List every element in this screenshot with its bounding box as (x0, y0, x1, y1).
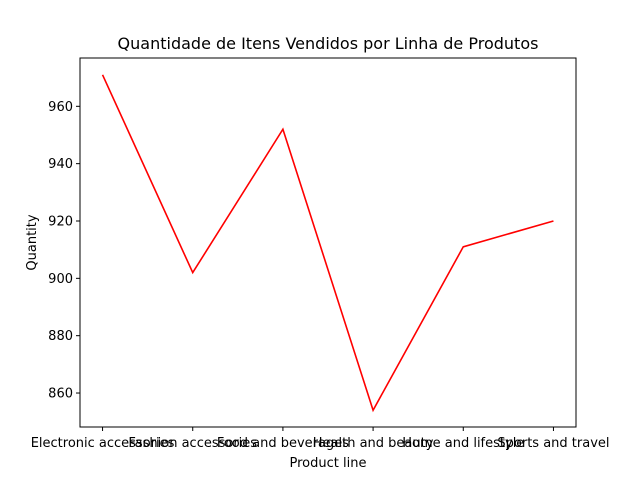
y-tick-label: 940 (48, 157, 73, 172)
series-layer (101, 74, 554, 413)
x-tick-label: Sports and travel (497, 436, 609, 451)
y-tick-label: 960 (48, 100, 73, 115)
plot-frame (79, 57, 577, 428)
y-tick-label: 920 (48, 214, 73, 229)
x-tick-label: Electronic accessories (31, 436, 175, 451)
x-tick-label: Health and beauty (313, 436, 434, 451)
x-tick-label: Fashion accessories (128, 436, 257, 451)
y-axis-ticks: 860 880 900 920 940 960 (48, 100, 80, 402)
x-tick-label: Home and lifestyle (402, 436, 524, 451)
series-line (101, 74, 554, 413)
y-tick-label: 900 (48, 272, 73, 287)
chart-title: Quantidade de Itens Vendidos por Linha d… (118, 34, 539, 53)
x-tick-label: Food and beverages (217, 436, 349, 451)
y-tick-label: 860 (48, 387, 73, 402)
y-axis-label: Quantity (25, 214, 40, 270)
y-tick-label: 880 (48, 329, 73, 344)
x-axis-label: Product line (290, 456, 367, 471)
